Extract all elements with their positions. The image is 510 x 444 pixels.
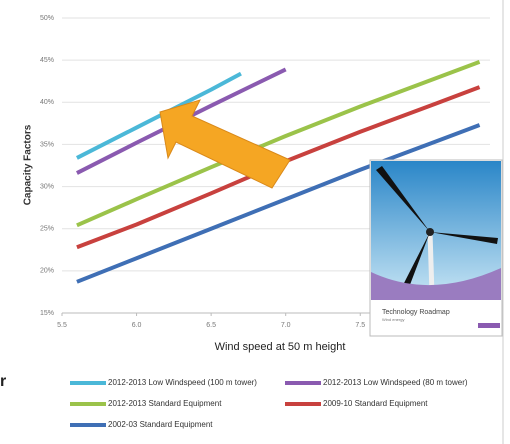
legend-label: 2009-10 Standard Equipment	[323, 399, 428, 408]
y-tick-label: 25%	[40, 226, 54, 233]
hub	[426, 228, 434, 236]
legend-label: 2002-03 Standard Equipment	[108, 420, 213, 429]
legend-label: 2012-2013 Low Windspeed (100 m tower)	[108, 378, 257, 387]
tower	[427, 231, 435, 296]
legend: 2012-2013 Low Windspeed (100 m tower) 201…	[70, 378, 468, 429]
y-tick-label: 40%	[40, 99, 54, 106]
legend-label: 2012-2013 Low Windspeed (80 m tower)	[323, 378, 468, 387]
x-tick-label: 7.0	[281, 322, 291, 329]
series-line	[76, 59, 481, 228]
inset-title: Technology Roadmap	[382, 309, 450, 316]
x-tick-label: 6.5	[206, 322, 216, 329]
inset-band	[371, 268, 501, 300]
x-tick-label: 5.5	[57, 322, 67, 329]
y-tick-label: 50%	[40, 15, 54, 22]
y-tick-label: 45%	[40, 57, 54, 64]
y-tick-label: 35%	[40, 141, 54, 148]
x-tick-label: 7.5	[355, 322, 365, 329]
arrow	[159, 99, 291, 189]
y-tick-label: 30%	[40, 183, 54, 190]
side-text: r	[0, 373, 6, 390]
inset-cover: Technology Roadmap Wind energy	[369, 159, 503, 337]
x-axis-title: Wind speed at 50 m height	[215, 341, 346, 353]
series-line	[76, 123, 481, 284]
legend-label: 2012-2013 Standard Equipment	[108, 399, 222, 408]
y-axis-title: Capacity Factors	[23, 124, 34, 205]
x-tick-label: 6.0	[132, 322, 142, 329]
inset-subtitle: Wind energy	[382, 317, 404, 322]
y-tick-label: 15%	[40, 310, 54, 317]
inset-tag	[478, 323, 500, 328]
y-tick-label: 20%	[40, 268, 54, 275]
blades	[376, 166, 498, 290]
